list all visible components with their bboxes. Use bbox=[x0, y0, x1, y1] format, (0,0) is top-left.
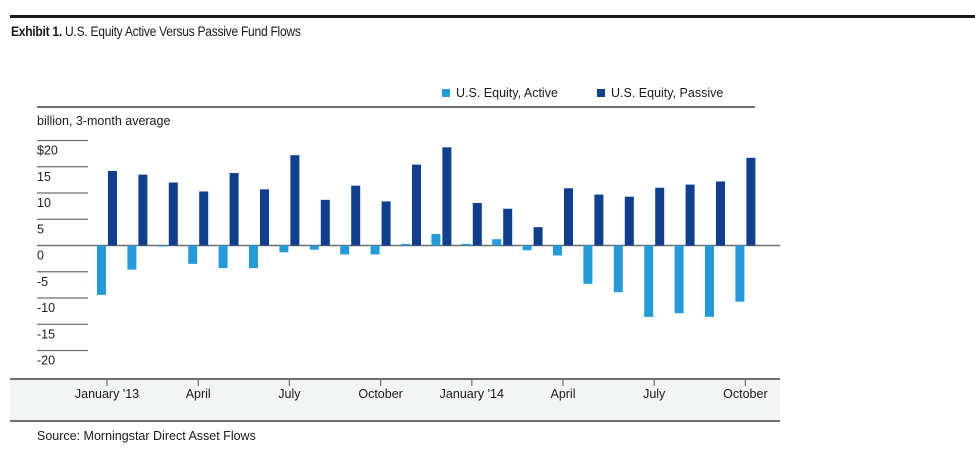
bar-passive bbox=[260, 189, 269, 246]
y-tick-label: 0 bbox=[37, 249, 44, 263]
bar-active bbox=[97, 245, 106, 295]
bar-passive bbox=[290, 155, 300, 246]
bar-passive bbox=[320, 199, 330, 246]
bar-active bbox=[644, 245, 654, 317]
bar-passive bbox=[199, 191, 209, 246]
bar-active bbox=[583, 245, 593, 284]
legend-swatch-passive bbox=[597, 89, 605, 97]
x-tick-label: July bbox=[278, 387, 301, 401]
bar-passive bbox=[351, 185, 361, 246]
bar-active bbox=[401, 243, 410, 246]
bar-active bbox=[613, 245, 623, 293]
x-tick-label: April bbox=[186, 387, 211, 401]
x-tick-label: July bbox=[643, 387, 666, 401]
y-tick-label: -20 bbox=[37, 354, 55, 368]
source-note: Source: Morningstar Direct Asset Flows bbox=[37, 429, 256, 443]
legend-swatch-active bbox=[442, 89, 450, 97]
y-tick-labels: $20 15 10 5 0 -5 -10 -15 -20 bbox=[37, 144, 58, 368]
bar-active bbox=[370, 245, 380, 255]
bar-active bbox=[249, 245, 258, 269]
y-tick-label: 10 bbox=[37, 196, 51, 210]
bar-active bbox=[735, 245, 745, 302]
bar-active bbox=[705, 245, 714, 317]
header-rule bbox=[37, 106, 755, 108]
y-tick-label: $20 bbox=[37, 144, 58, 158]
x-axis-band bbox=[10, 378, 780, 422]
x-tick-label: October bbox=[358, 387, 402, 401]
y-tick-label: -10 bbox=[37, 301, 55, 315]
bar-active bbox=[461, 243, 471, 246]
bar-passive bbox=[138, 174, 148, 246]
bar-passive bbox=[412, 164, 421, 246]
bar-active bbox=[279, 245, 289, 253]
bar-active bbox=[309, 245, 319, 250]
x-tick-label: January '14 bbox=[440, 387, 504, 401]
y-axis-unit-label: billion, 3-month average bbox=[37, 114, 171, 128]
bar-passive bbox=[655, 187, 665, 246]
bar-active bbox=[492, 239, 502, 246]
bar-passive bbox=[624, 196, 634, 246]
exhibit-title-text: U.S. Equity Active Versus Passive Fund F… bbox=[65, 23, 301, 39]
bar-active bbox=[127, 245, 137, 270]
y-tick-label: -5 bbox=[37, 275, 48, 289]
bar-passive bbox=[503, 208, 513, 246]
bar-active bbox=[340, 245, 350, 255]
bar-active bbox=[522, 245, 532, 251]
x-tick-label: April bbox=[550, 387, 575, 401]
legend-label-active: U.S. Equity, Active bbox=[456, 86, 558, 100]
y-tick-label: -15 bbox=[37, 327, 55, 341]
y-tick-label: 15 bbox=[37, 170, 51, 184]
bar-passive bbox=[381, 201, 391, 246]
bar-passive bbox=[229, 173, 239, 246]
bar-active bbox=[674, 245, 684, 314]
bar-passive bbox=[716, 181, 725, 246]
bar-active bbox=[553, 245, 562, 256]
bar-passive bbox=[108, 170, 117, 246]
bars bbox=[97, 147, 756, 317]
bar-passive bbox=[168, 182, 178, 246]
bar-active bbox=[431, 233, 441, 246]
exhibit-label: Exhibit 1. bbox=[11, 23, 62, 39]
exhibit-title: Exhibit 1. U.S. Equity Active Versus Pas… bbox=[11, 23, 301, 39]
top-rule bbox=[10, 15, 975, 18]
x-tick-label: October bbox=[723, 387, 767, 401]
bar-passive bbox=[564, 188, 573, 246]
legend-item-active: U.S. Equity, Active bbox=[442, 86, 558, 100]
bar-passive bbox=[472, 202, 482, 246]
bar-passive bbox=[442, 147, 452, 246]
bar-passive bbox=[594, 194, 604, 246]
legend-label-passive: U.S. Equity, Passive bbox=[611, 86, 724, 100]
y-tick-label: 5 bbox=[37, 222, 44, 236]
bar-active bbox=[157, 245, 167, 247]
bar-passive bbox=[685, 184, 695, 246]
x-ticks: January '13 April July October January '14 Ap… bbox=[75, 379, 768, 401]
legend-item-passive: U.S. Equity, Passive bbox=[597, 86, 723, 100]
bar-active bbox=[188, 245, 198, 264]
bar-passive bbox=[746, 157, 756, 246]
bar-passive bbox=[533, 227, 543, 246]
x-tick-label: January '13 bbox=[75, 387, 139, 401]
bar-active bbox=[218, 245, 228, 269]
